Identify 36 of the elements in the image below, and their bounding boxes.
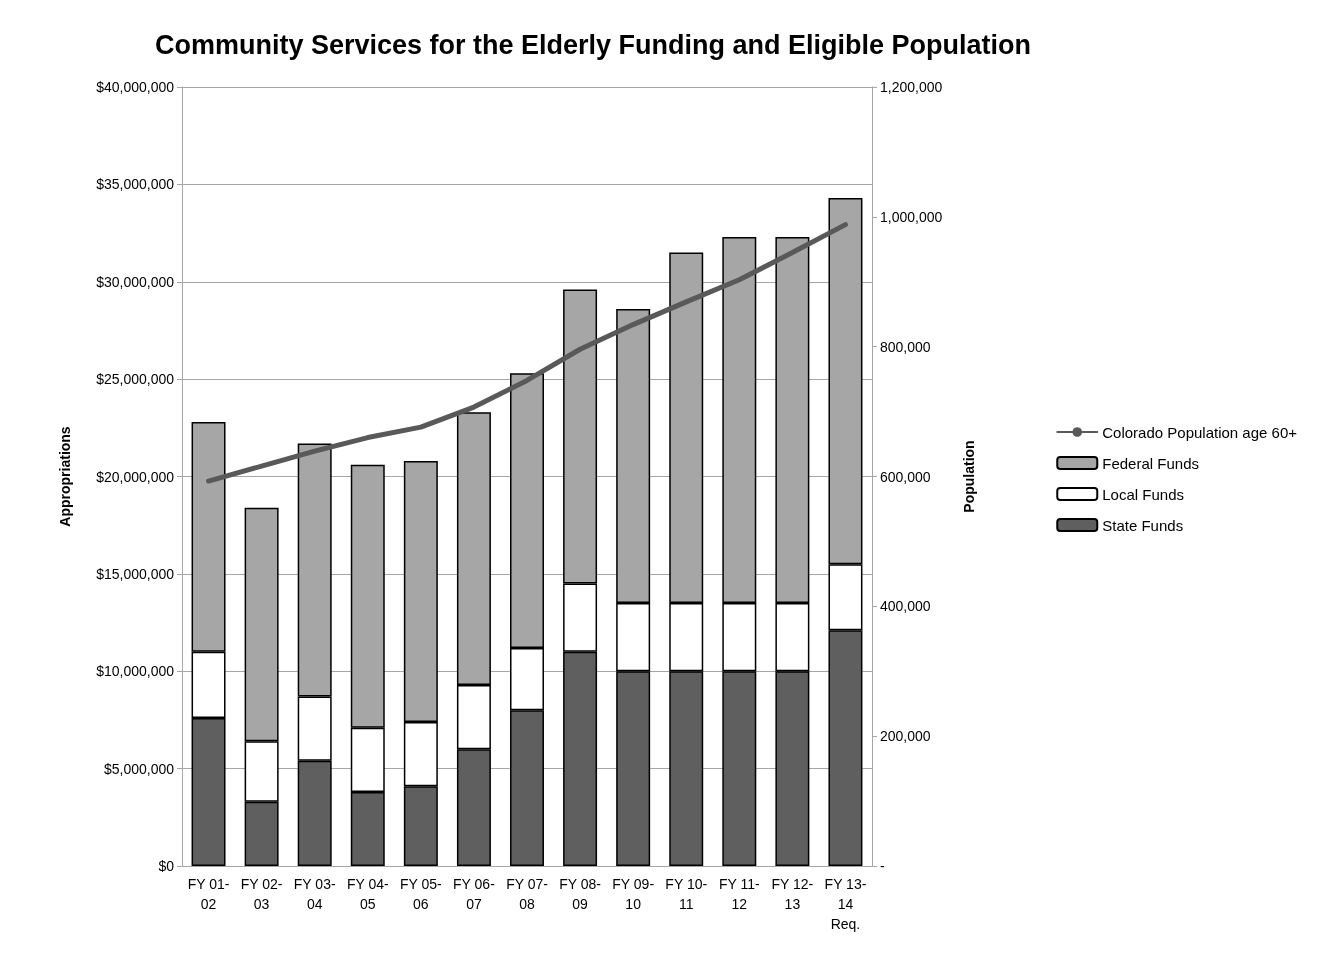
x-tick-label: FY 13-14 Req. <box>824 876 867 932</box>
x-tick-label: FY 03-04 <box>293 876 336 912</box>
x-tick-label: FY 01-02 <box>187 876 230 912</box>
x-tick-label: FY 06-07 <box>453 876 496 912</box>
legend-label: Local Funds <box>1102 485 1184 503</box>
legend-label: Federal Funds <box>1102 454 1199 472</box>
x-tick-label: FY 08-09 <box>559 876 602 912</box>
y-tick-label: $30,000,000 <box>96 273 175 290</box>
y2-tick-label: 1,000,000 <box>880 208 943 225</box>
y2-tick-label: 200,000 <box>880 728 931 745</box>
y-tick-label: $40,000,000 <box>96 79 175 95</box>
y-tick-label: $5,000,000 <box>103 760 175 777</box>
y2-tick-label: 1,200,000 <box>880 79 943 95</box>
y-tick-label: $20,000,000 <box>96 468 175 485</box>
y2-axis-title: Population <box>961 440 977 513</box>
x-tick-label: FY 09-10 <box>612 876 655 912</box>
y-tick-label: $15,000,000 <box>96 565 175 582</box>
y2-tick-label: 800,000 <box>880 338 931 355</box>
y-tick-label: $25,000,000 <box>96 371 175 388</box>
x-tick-label: FY 04-05 <box>346 876 389 912</box>
legend-label: State Funds <box>1102 516 1184 534</box>
y2-tick-label: - <box>880 858 885 874</box>
y-tick-label: $10,000,000 <box>96 663 175 680</box>
legend-label: Colorado Population age 60+ <box>1102 423 1298 441</box>
chart-title: Community Services for the Elderly Funding and Eligible Population <box>154 29 1032 60</box>
x-tick-label: FY 10-11 <box>665 876 708 912</box>
x-tick-label: FY 11-12 <box>718 876 760 912</box>
x-tick-label: FY 02-03 <box>240 876 283 912</box>
y2-tick-label: 400,000 <box>880 598 931 615</box>
x-tick-label: FY 07-08 <box>506 876 549 912</box>
y2-tick-label: 600,000 <box>880 468 931 485</box>
y-tick-label: $35,000,000 <box>96 176 175 193</box>
y-tick-label: $0 <box>158 858 175 874</box>
y-axis-title: Appropriations <box>57 426 73 527</box>
x-tick-label: FY 05-06 <box>399 876 443 912</box>
x-tick-label: FY 12-13 <box>771 876 814 912</box>
